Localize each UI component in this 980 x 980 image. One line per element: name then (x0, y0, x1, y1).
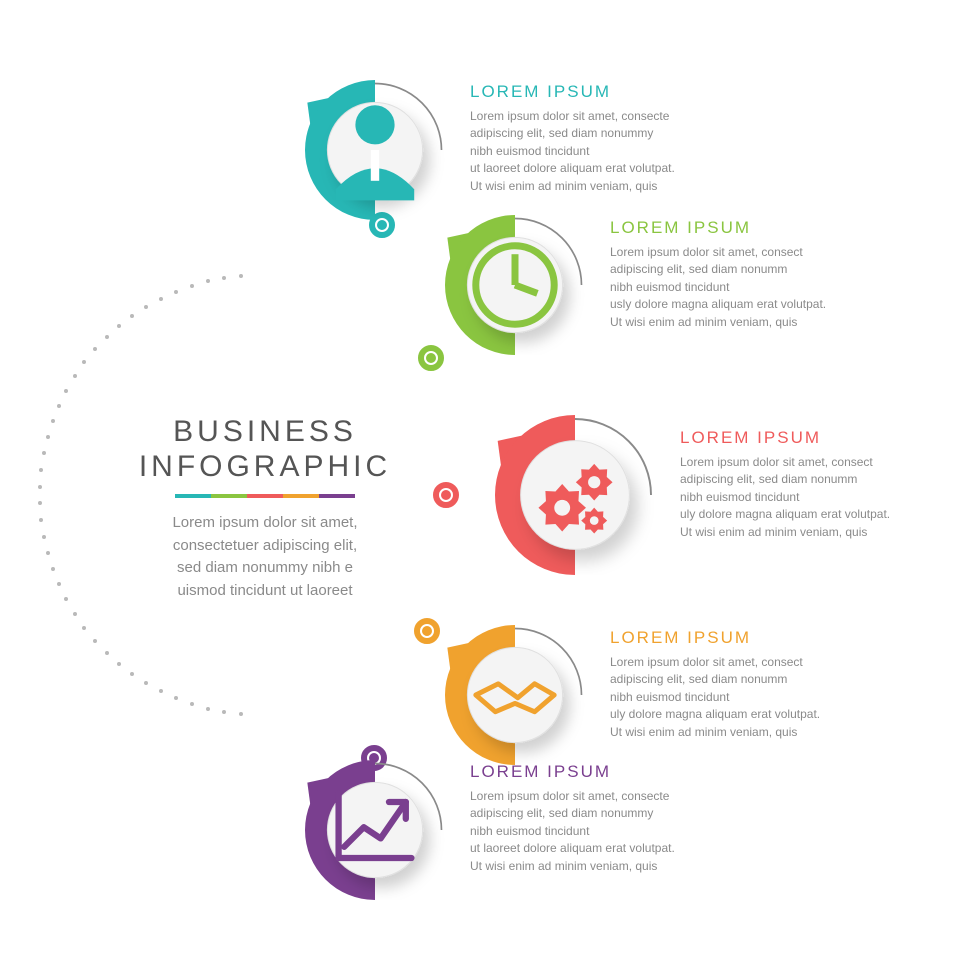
arc-dot (159, 297, 163, 301)
arc-dot (239, 712, 243, 716)
step-node (305, 760, 445, 900)
arc-dot (174, 290, 178, 294)
arc-dot (130, 672, 134, 676)
arc-dot (38, 501, 42, 505)
arc-dot (144, 305, 148, 309)
arc-marker-dot (377, 220, 387, 230)
person-icon (305, 80, 445, 220)
arc-dot (46, 435, 50, 439)
center-stripe (175, 494, 355, 498)
arc-dot (206, 707, 210, 711)
arc-dot (222, 276, 226, 280)
center-body: Lorem ipsum dolor sit amet, consectetuer… (130, 512, 400, 602)
step-node (305, 80, 445, 220)
arc-dot (51, 419, 55, 423)
step-title: LOREM IPSUM (470, 762, 830, 782)
step-body: Lorem ipsum dolor sit amet, consect adip… (680, 454, 980, 541)
handshake-icon (445, 625, 585, 765)
step-text: LOREM IPSUM Lorem ipsum dolor sit amet, c… (610, 628, 950, 741)
arc-dot (117, 324, 121, 328)
arc-dot (222, 710, 226, 714)
arc-dot (64, 597, 68, 601)
arc-dot (130, 314, 134, 318)
arc-dot (190, 284, 194, 288)
arc-dot (82, 360, 86, 364)
arc-dot (144, 681, 148, 685)
center-block: BUSINESS INFOGRAPHIC Lorem ipsum dolor si… (130, 415, 400, 602)
step-text: LOREM IPSUM Lorem ipsum dolor sit amet, c… (680, 428, 980, 541)
arc-dot (42, 451, 46, 455)
step-text: LOREM IPSUM Lorem ipsum dolor sit amet, c… (610, 218, 950, 331)
arc-dot (93, 639, 97, 643)
arc-dot (82, 626, 86, 630)
step-title: LOREM IPSUM (680, 428, 980, 448)
arc-dot (105, 335, 109, 339)
chart-icon (305, 760, 445, 900)
step-node (445, 215, 585, 355)
arc-dot (105, 651, 109, 655)
arc-dot (190, 702, 194, 706)
arc-dot (206, 279, 210, 283)
arc-dot (73, 612, 77, 616)
center-title: BUSINESS INFOGRAPHIC (130, 415, 400, 484)
step-title: LOREM IPSUM (610, 628, 950, 648)
arc-dot (39, 518, 43, 522)
arc-dot (174, 696, 178, 700)
step-text: LOREM IPSUM Lorem ipsum dolor sit amet, c… (470, 762, 830, 875)
step-body: Lorem ipsum dolor sit amet, consect adip… (610, 654, 950, 741)
arc-dot (42, 535, 46, 539)
arc-dot (73, 374, 77, 378)
arc-dot (57, 582, 61, 586)
arc-marker-dot (422, 626, 432, 636)
step-body: Lorem ipsum dolor sit amet, consect adip… (610, 244, 950, 331)
arc-dot (51, 567, 55, 571)
arc-marker-dot (441, 490, 451, 500)
arc-dot (57, 404, 61, 408)
arc-dot (39, 468, 43, 472)
arc-dot (46, 551, 50, 555)
arc-dot (117, 662, 121, 666)
arc-dot (239, 274, 243, 278)
infographic-canvas: BUSINESS INFOGRAPHIC Lorem ipsum dolor si… (0, 0, 980, 980)
arc-dot (64, 389, 68, 393)
step-body: Lorem ipsum dolor sit amet, consecte adi… (470, 788, 830, 875)
arc-dot (93, 347, 97, 351)
gears-icon (495, 415, 655, 575)
arc-dot (38, 485, 42, 489)
arc-marker-dot (426, 353, 436, 363)
step-text: LOREM IPSUM Lorem ipsum dolor sit amet, c… (470, 82, 830, 195)
step-title: LOREM IPSUM (470, 82, 830, 102)
step-title: LOREM IPSUM (610, 218, 950, 238)
clock-icon (445, 215, 585, 355)
arc-dot (159, 689, 163, 693)
step-body: Lorem ipsum dolor sit amet, consecte adi… (470, 108, 830, 195)
step-node (495, 415, 655, 575)
step-node (445, 625, 585, 765)
